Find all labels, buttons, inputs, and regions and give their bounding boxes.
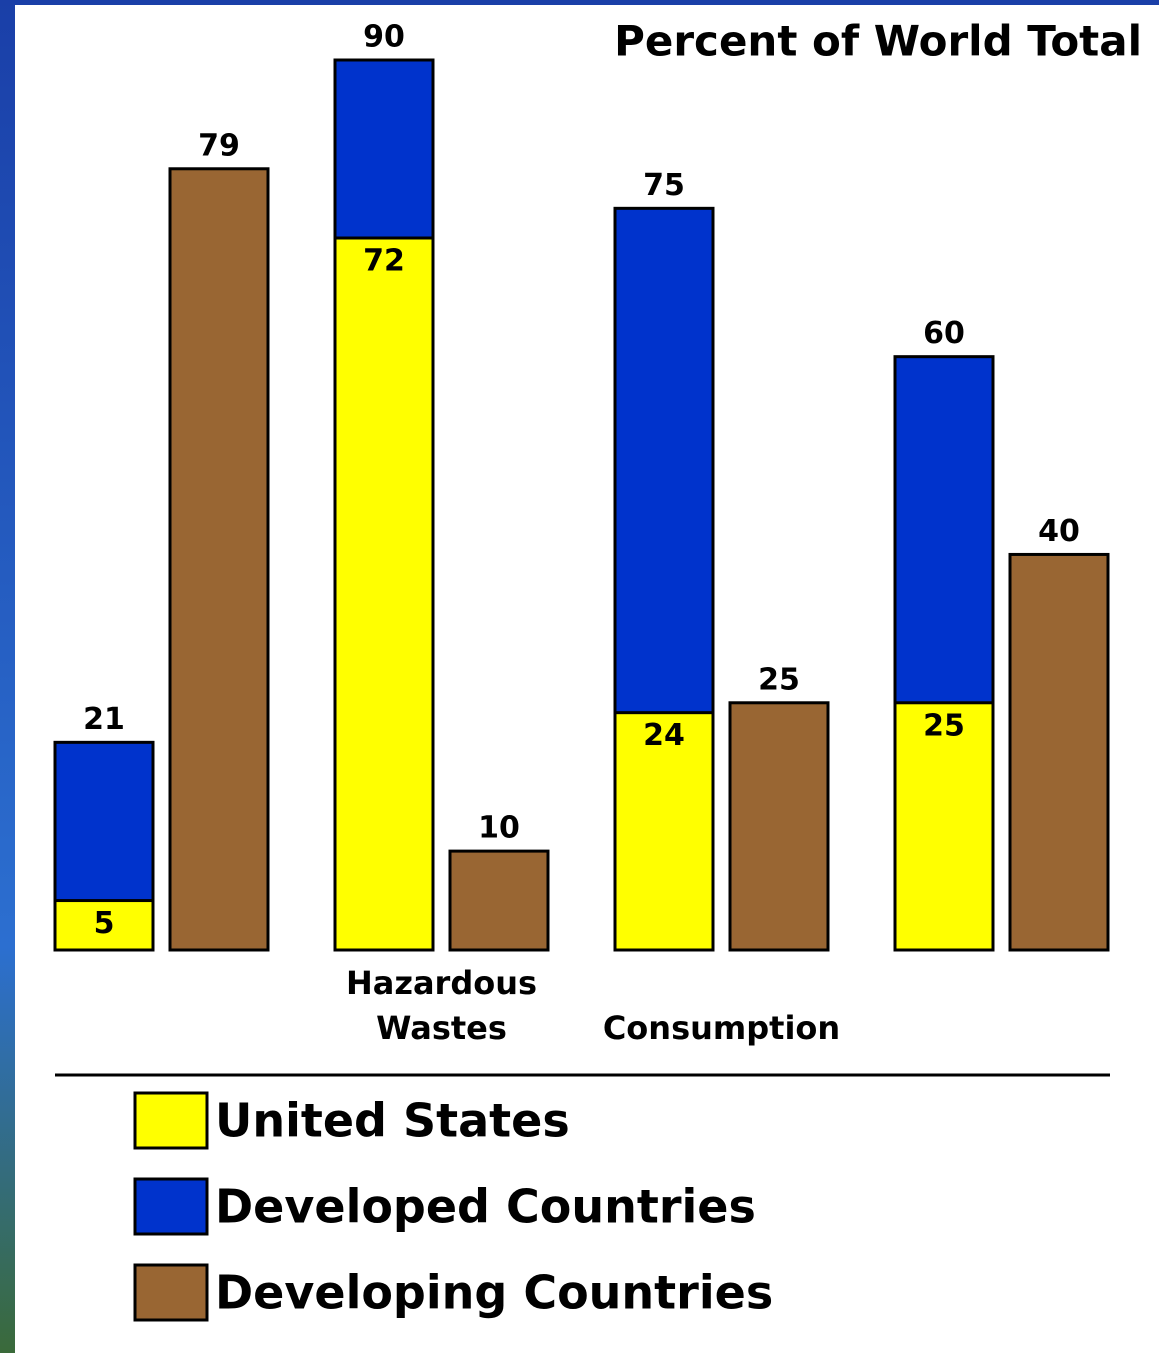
value-label: 60 xyxy=(923,316,965,351)
value-label: 10 xyxy=(478,811,520,846)
value-label: 25 xyxy=(758,662,800,697)
value-label: 79 xyxy=(198,128,240,163)
value-label: 24 xyxy=(643,718,685,753)
bar xyxy=(448,849,550,952)
legend-label: United States xyxy=(215,1094,570,1148)
value-label: 72 xyxy=(363,244,405,279)
value-label: 90 xyxy=(363,20,405,55)
legend-label: Developed Countries xyxy=(215,1180,756,1234)
value-label: 21 xyxy=(83,702,125,737)
bar xyxy=(728,701,830,952)
x-tick-label: Consumption xyxy=(603,1009,840,1047)
legend-swatch xyxy=(133,1091,209,1150)
bar xyxy=(333,236,435,952)
legend-swatch xyxy=(133,1263,209,1322)
bar xyxy=(893,701,995,952)
legend-swatch xyxy=(133,1177,209,1236)
x-tick-label: Hazardous Wastes xyxy=(346,964,537,1047)
bar xyxy=(53,899,155,952)
value-label: 25 xyxy=(923,708,965,743)
chart-title: Percent of World Total xyxy=(614,17,1142,66)
value-label: 40 xyxy=(1038,514,1080,549)
value-label: 5 xyxy=(94,906,115,941)
bar xyxy=(613,711,715,952)
value-label: 75 xyxy=(643,168,685,203)
legend-label: Developing Countries xyxy=(215,1266,773,1320)
bar xyxy=(1008,552,1110,952)
bar xyxy=(168,167,270,952)
